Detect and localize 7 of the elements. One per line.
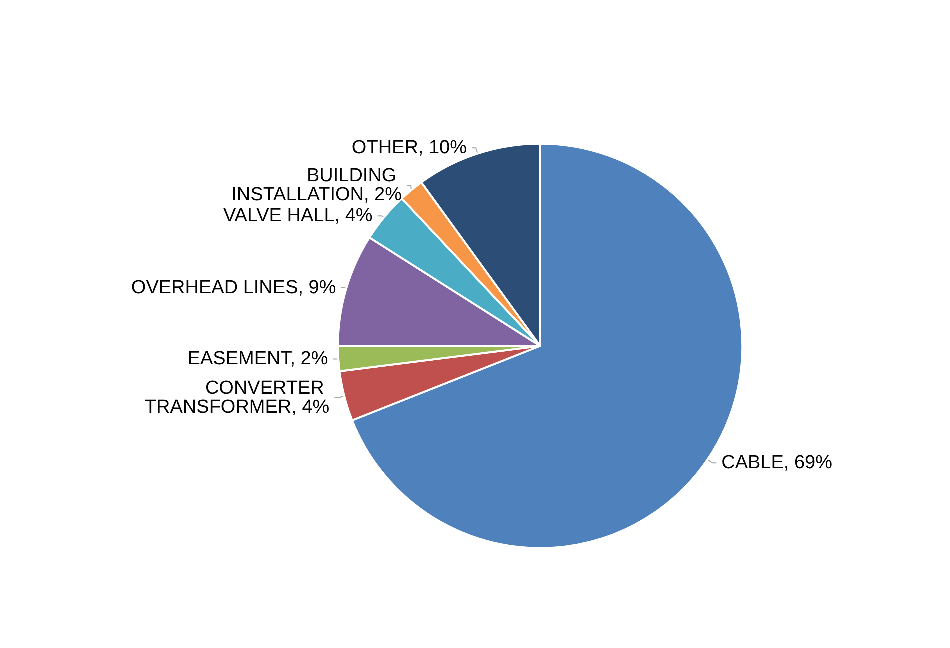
slice-label: EASEMENT, 2% — [188, 348, 328, 370]
slice-label: BUILDING INSTALLATION, 2% — [232, 166, 402, 206]
slice-label: OTHER, 10% — [352, 138, 468, 159]
slice-label: CONVERTER TRANSFORMER, 4% — [144, 378, 330, 418]
slice-label: CABLE, 69% — [722, 452, 833, 474]
slice-label: OVERHEAD LINES, 9% — [131, 278, 336, 299]
slice-label: VALVE HALL, 4% — [224, 206, 373, 227]
